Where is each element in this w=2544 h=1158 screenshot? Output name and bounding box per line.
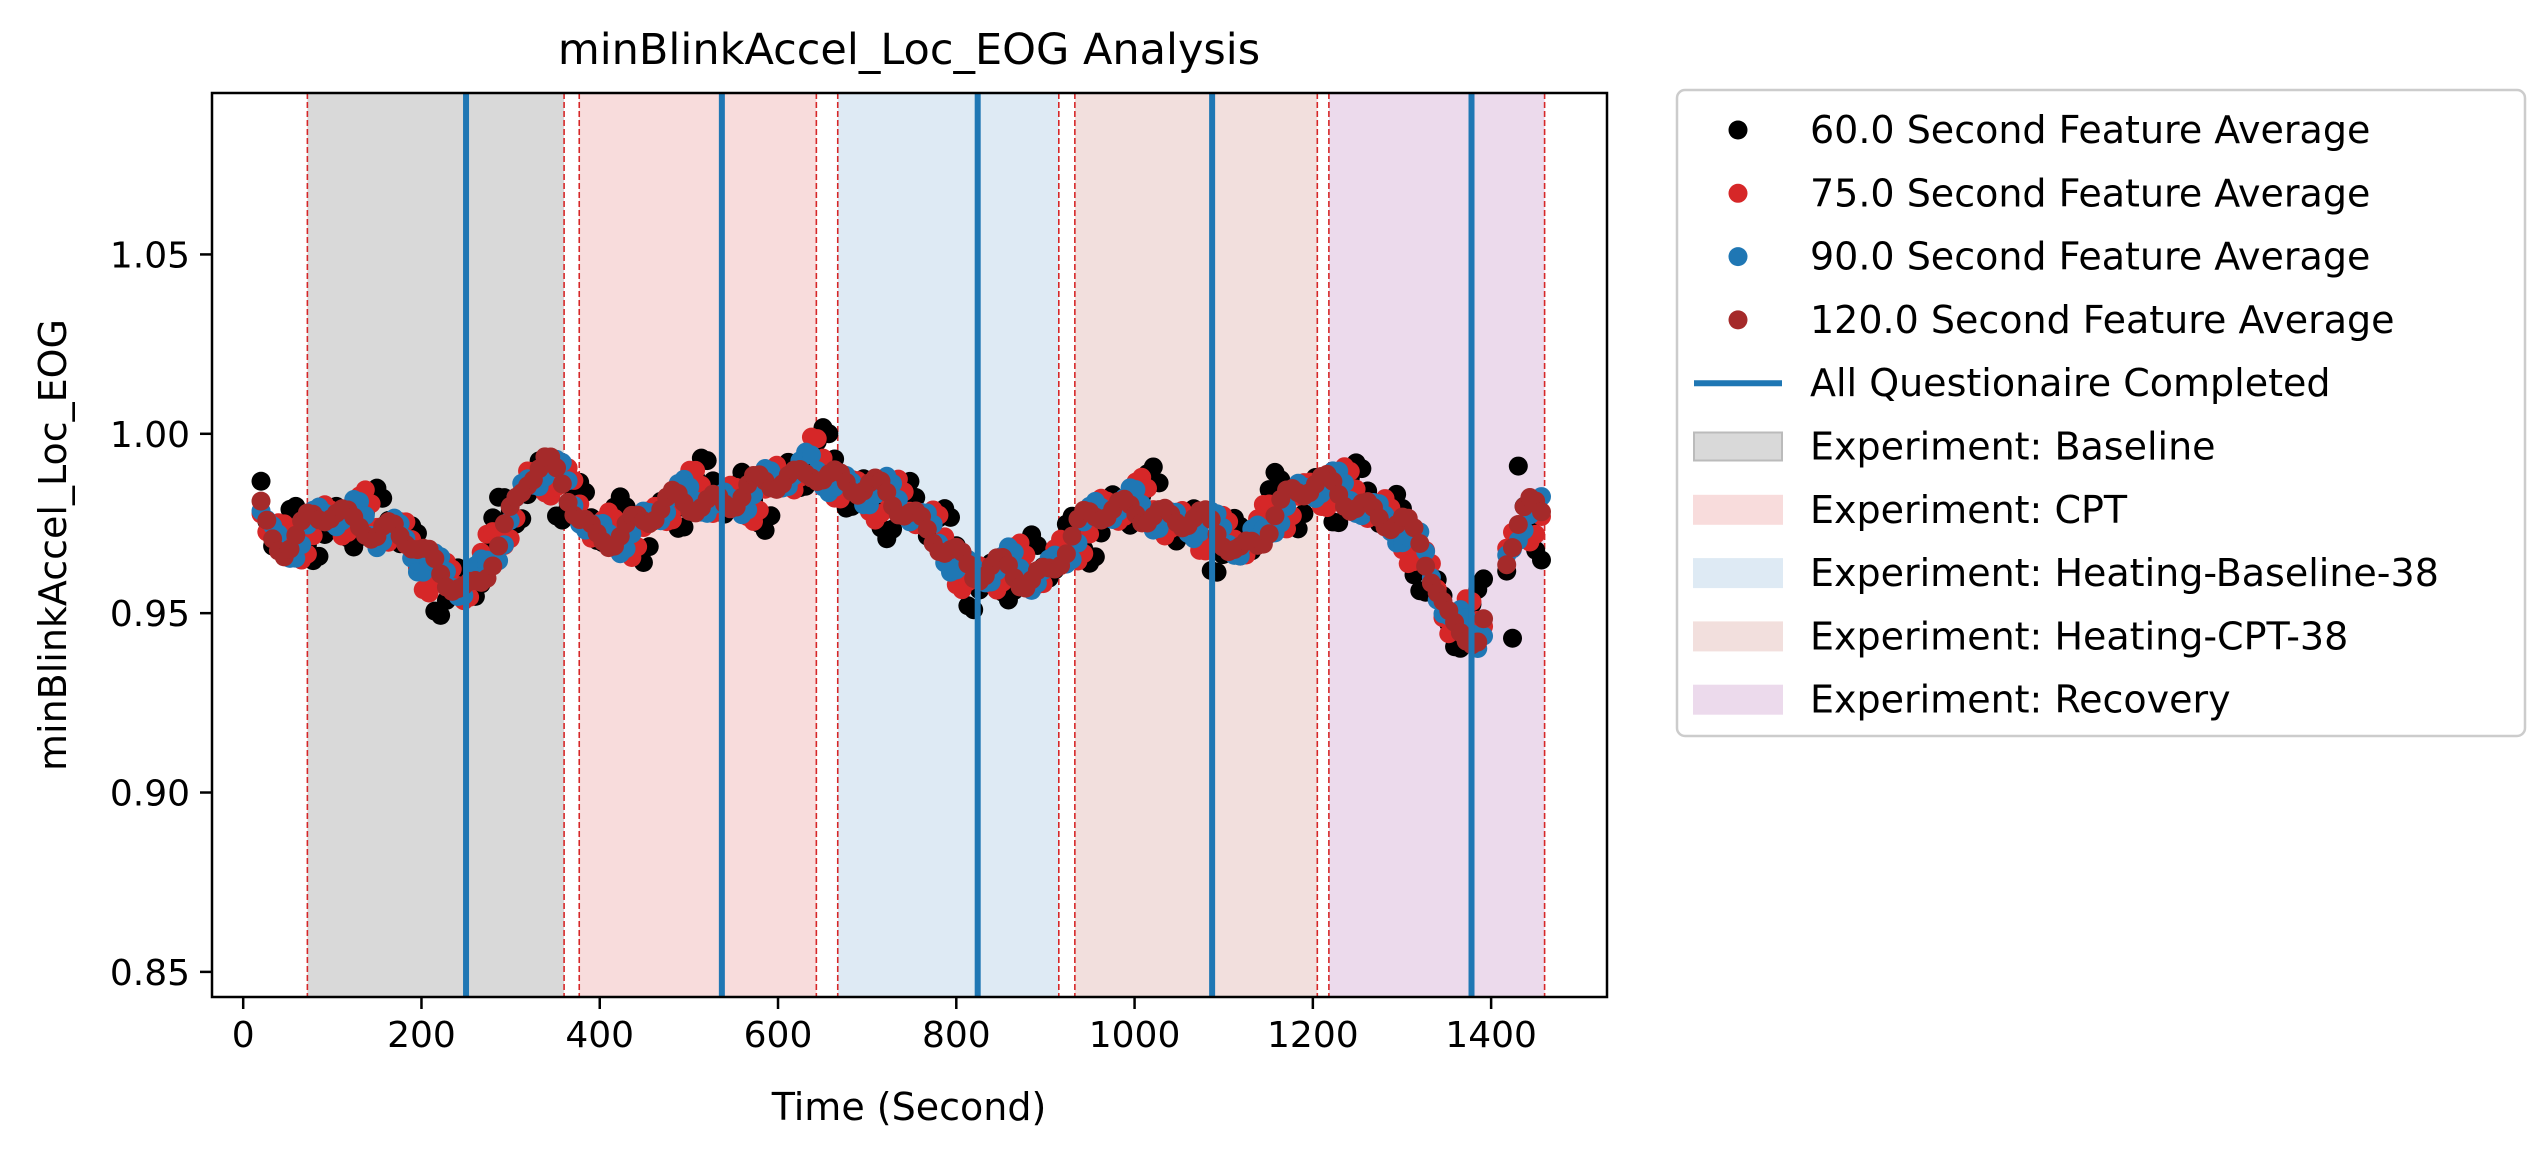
- series-0-point-0: [251, 471, 271, 491]
- series-3-point-42: [494, 514, 514, 534]
- legend-label-questionnaire: All Questionaire Completed: [1810, 361, 2331, 405]
- legend-label-phase-1: Experiment: CPT: [1810, 488, 2128, 532]
- series-3-point-175: [1265, 506, 1285, 526]
- series-3-point-174: [1259, 524, 1279, 544]
- legend-marker-phase-0: [1693, 431, 1783, 462]
- y-tick-label-2: 0.95: [110, 594, 190, 635]
- series-2-point-95: [801, 445, 821, 465]
- series-3-point-211: [1474, 609, 1494, 629]
- legend-label-phase-3: Experiment: Heating-CPT-38: [1810, 614, 2348, 658]
- series-3-point-139: [1056, 544, 1076, 564]
- series-3-point-213: [1503, 538, 1523, 558]
- legend-marker-series-0: [1728, 120, 1748, 140]
- series-3-point-51: [547, 458, 567, 478]
- plot-area-frame: [210, 91, 1609, 999]
- legend-marker-phase-1: [1693, 494, 1783, 525]
- legend-marker-series-2: [1728, 247, 1748, 267]
- series-3-point-201: [1416, 556, 1436, 576]
- series-3-point-218: [1531, 502, 1551, 522]
- data-points: [251, 418, 1551, 659]
- series-3-point-200: [1410, 533, 1430, 553]
- series-3-point-199: [1404, 518, 1424, 538]
- legend-label-series-1: 75.0 Second Feature Average: [1810, 171, 2370, 215]
- series-3-point-212: [1497, 555, 1517, 575]
- legend-label-series-2: 90.0 Second Feature Average: [1810, 235, 2370, 279]
- legend-label-series-3: 120.0 Second Feature Average: [1810, 298, 2395, 342]
- x-tick-label-6: 1200: [1267, 1015, 1359, 1056]
- series-0-point-211: [1474, 569, 1494, 589]
- x-tick-label-3: 600: [744, 1015, 813, 1056]
- series-0-point-218: [1531, 550, 1551, 570]
- legend-label-phase-4: Experiment: Recovery: [1810, 678, 2231, 722]
- series-0-point-214: [1508, 456, 1528, 476]
- phase-bands: [307, 93, 1545, 997]
- series-3-point-41: [489, 536, 509, 556]
- legend: 60.0 Second Feature Average 75.0 Second F…: [1675, 88, 2527, 738]
- y-tick-label-3: 1.00: [110, 415, 190, 456]
- y-tick-label-0: 0.85: [110, 953, 190, 994]
- x-tick-label-4: 800: [922, 1015, 991, 1056]
- series-3-point-214: [1508, 515, 1528, 535]
- series-3-point-140: [1062, 526, 1082, 546]
- series-3-point-52: [552, 474, 572, 494]
- chart-title: minBlinkAccel_Loc_EOG Analysis: [558, 25, 1260, 75]
- legend-label-series-0: 60.0 Second Feature Average: [1810, 108, 2370, 152]
- series-1-point-96: [807, 429, 827, 449]
- x-tick-label-5: 1000: [1089, 1015, 1181, 1056]
- series-3-points: [251, 447, 1551, 655]
- series-3-point-30: [425, 549, 445, 569]
- questionnaire-lines: [463, 93, 1475, 997]
- series-3-point-6: [286, 525, 306, 545]
- x-tick-label-7: 1400: [1445, 1015, 1537, 1056]
- y-axis: 0.85 0.90 0.95 1.00 1.05: [110, 235, 212, 994]
- y-tick-label-4: 1.05: [110, 235, 190, 276]
- legend-label-phase-2: Experiment: Heating-Baseline-38: [1810, 551, 2439, 595]
- x-tick-label-2: 400: [565, 1015, 634, 1056]
- series-3-point-0: [251, 491, 271, 511]
- series-0-point-109: [883, 519, 903, 539]
- x-axis: 0 200 400 600 800 1000 1200 1400: [232, 997, 1537, 1056]
- legend-marker-series-3: [1728, 310, 1748, 330]
- legend-frame: [1675, 88, 2527, 738]
- series-0-point-213: [1503, 628, 1523, 648]
- x-tick-label-1: 200: [387, 1015, 456, 1056]
- legend-label-phase-0: Experiment: Baseline: [1810, 425, 2216, 469]
- legend-marker-phase-3: [1693, 621, 1783, 652]
- x-axis-label: Time (Second): [771, 1085, 1047, 1129]
- series-3-point-40: [483, 556, 503, 576]
- legend-marker-series-1: [1728, 183, 1748, 203]
- series-3-point-122: [958, 554, 978, 574]
- x-tick-label-0: 0: [232, 1015, 255, 1056]
- series-3-point-1: [257, 510, 277, 530]
- series-0-point-31: [431, 605, 451, 625]
- y-tick-label-1: 0.90: [110, 774, 190, 815]
- legend-marker-phase-2: [1693, 558, 1783, 589]
- legend-marker-phase-4: [1693, 684, 1783, 715]
- y-axis-label: minBlinkAccel_Loc_EOG: [31, 319, 75, 771]
